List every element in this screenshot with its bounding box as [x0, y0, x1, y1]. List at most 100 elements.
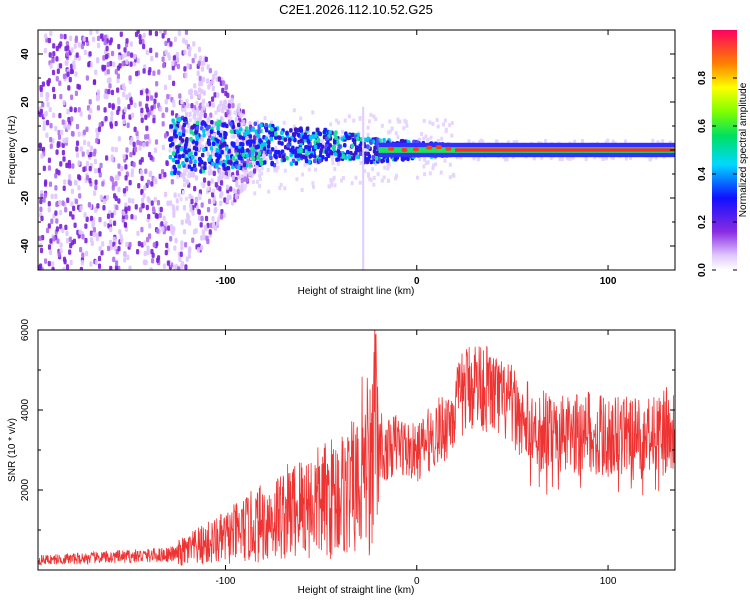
spectrogram-cell: [205, 130, 209, 136]
spectrogram-cell: [380, 178, 384, 183]
spectrogram-cell: [280, 141, 284, 146]
spectrogram-cell: [212, 152, 216, 157]
spectrogram-cell: [127, 103, 131, 110]
spectrogram-cell: [190, 155, 195, 160]
spectrogram-cell: [324, 149, 329, 155]
spectrogram-cell: [168, 200, 173, 206]
spectrogram-cell: [194, 116, 198, 121]
spectrogram-cell: [212, 73, 216, 80]
spectrogram-cell: [323, 142, 327, 147]
spectrogram-cell: [334, 135, 338, 141]
spectrogram-cell: [363, 156, 367, 161]
spectrogram-cell: [147, 197, 151, 204]
spectrogram-cell: [422, 136, 426, 141]
spectrogram-cell: [233, 110, 237, 115]
spectrogram-cell: [201, 229, 205, 235]
spectrogram-cell: [110, 156, 114, 162]
spectrogram-cell: [241, 109, 245, 115]
spectrogram-cell: [406, 156, 410, 162]
spectrogram-cell: [45, 227, 50, 234]
spectrogram-cell: [368, 176, 372, 181]
spectrogram-cell: [77, 42, 81, 48]
spectrogram-cell: [450, 133, 454, 138]
spectrogram-cell: [610, 155, 614, 160]
spectrogram-cell: [215, 147, 220, 153]
spectrogram-cell: [110, 89, 115, 96]
spectrogram-cell: [126, 122, 130, 129]
spectrogram-cell: [336, 149, 341, 154]
spectrogram-cell: [193, 83, 197, 89]
spectrogram-cell: [140, 242, 144, 248]
spectrogram-cell: [246, 158, 250, 164]
spectrogram-cell: [337, 144, 342, 149]
spectrogram-cell: [354, 175, 358, 180]
spectrogram-cell: [94, 179, 98, 186]
spectrogram-cell: [171, 80, 176, 87]
spectrogram-cell: [109, 121, 113, 127]
spectrogram-ticks: -100 0 100 -40 -20 0 20 40: [20, 29, 675, 287]
spectrogram-cell: [239, 141, 243, 147]
spectrogram-cell: [476, 157, 480, 162]
spectrogram-cell: [228, 194, 232, 201]
spectrogram-cell: [198, 189, 203, 195]
spectrogram-cell: [92, 231, 96, 237]
spectrogram-cell: [155, 80, 159, 87]
spectrogram-cell: [251, 127, 255, 132]
spectrogram-cell: [184, 111, 189, 118]
spectrogram-cell: [396, 117, 400, 122]
spectrogram-cell: [85, 75, 89, 81]
spectrogram-cell: [136, 248, 140, 255]
spectrogram-cell: [443, 118, 447, 123]
spectrogram-cell: [668, 140, 672, 145]
spectrogram-cell: [231, 146, 235, 151]
spectrogram-cell: [114, 120, 118, 127]
spectrogram-cell: [200, 66, 205, 72]
spectrogram-cell: [256, 155, 260, 160]
spectrogram-cell: [102, 204, 106, 211]
colorbar-tick-label: 0.6: [697, 119, 708, 133]
spectrogram-cell: [288, 137, 292, 143]
spectrogram-cell: [239, 127, 243, 132]
spectrogram-cell: [185, 168, 189, 173]
spectrogram-cell: [234, 194, 238, 200]
spectrogram-cell: [221, 87, 225, 94]
spectrogram-cell: [311, 184, 315, 189]
spectrogram-cell: [296, 132, 301, 138]
spectrogram-cell: [62, 256, 67, 263]
spectrogram-cell: [148, 138, 152, 144]
spectrogram-cell: [202, 90, 206, 96]
spectrogram-cell: [350, 181, 354, 186]
spectrogram-cell: [129, 52, 134, 58]
spectrogram-cell: [258, 173, 262, 178]
spectrogram-cell: [144, 114, 148, 121]
spectrogram-cell: [175, 56, 179, 63]
spectrogram-cell: [219, 193, 223, 199]
spectrogram-cell: [65, 230, 69, 237]
spectrogram-cell: [185, 256, 189, 262]
spectrogram-cell: [72, 60, 76, 66]
spectrogram-cell: [158, 212, 162, 219]
spectrogram-cell: [47, 37, 51, 44]
spectrogram-cell: [396, 135, 400, 140]
spectrogram-cell: [146, 245, 150, 251]
spectrogram-cell: [161, 226, 165, 232]
spectrogram-cell: [365, 147, 369, 152]
spectrogram-cell: [365, 144, 370, 149]
spectrogram-cell: [197, 162, 202, 167]
spectrogram-cell: [291, 158, 296, 164]
spectrogram-cell: [219, 180, 224, 186]
spectrogram-cell: [169, 235, 173, 242]
spectrogram-cell: [291, 156, 295, 161]
spectrogram-cell: [159, 106, 163, 112]
spectrogram-cell: [259, 157, 263, 163]
spectrogram-cell: [145, 204, 149, 211]
spectrogram-cell: [253, 191, 257, 196]
spectrogram-cell: [155, 52, 159, 58]
spectrogram-cell: [213, 92, 217, 98]
spectrogram-cell: [103, 93, 107, 99]
spectrogram-cell: [305, 152, 309, 157]
spectrogram-cell: [260, 142, 265, 148]
spectrogram-cell: [428, 120, 432, 125]
spectrogram-cell: [101, 181, 105, 187]
spectrogram-cell: [248, 163, 252, 168]
